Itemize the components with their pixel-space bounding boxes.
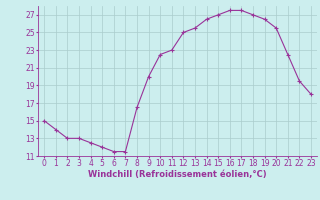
X-axis label: Windchill (Refroidissement éolien,°C): Windchill (Refroidissement éolien,°C): [88, 170, 267, 179]
